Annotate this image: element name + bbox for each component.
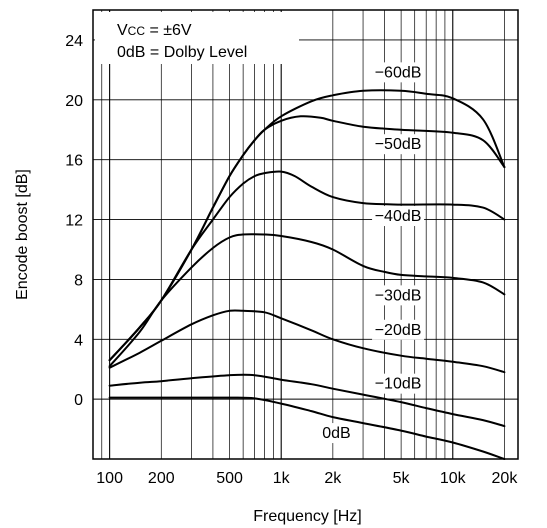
series-label: −40dB: [375, 208, 422, 225]
series-label: 0dB: [322, 425, 350, 442]
series-label: −30dB: [375, 287, 422, 304]
annotation-line-1: VCC = ±6V: [117, 22, 192, 39]
series-label-bg: [372, 134, 425, 155]
y-tick-label: 12: [65, 213, 83, 230]
x-tick-label: 500: [216, 470, 243, 487]
annotation-vcc-value: = ±6V: [145, 22, 192, 39]
series-label-bg: [372, 373, 425, 394]
y-tick-label: 24: [65, 33, 83, 50]
series-label: −20dB: [375, 322, 422, 339]
x-tick-label: 2k: [324, 470, 342, 487]
y-tick-label: 20: [65, 93, 83, 110]
y-tick-label: 0: [74, 392, 83, 409]
series-label: −50dB: [375, 136, 422, 153]
y-tick-label: 4: [74, 332, 83, 349]
plot-frame: [92, 9, 519, 460]
y-axis-title: Encode boost [dB]: [14, 169, 31, 300]
series-labels: −60dB −50dB −40dB −30dB −20dB −10dB 0dB: [319, 62, 425, 444]
grid: [92, 10, 518, 459]
x-tick-label: 200: [148, 470, 175, 487]
series-label: −10dB: [375, 376, 422, 393]
y-tick-label: 8: [74, 272, 83, 289]
series-label-bg: [319, 423, 354, 444]
annotation-line-2: 0dB = Dolby Level: [117, 44, 247, 61]
series-lines: [108, 89, 506, 460]
x-axis-title: Frequency [Hz]: [253, 508, 361, 525]
series-label-bg: [372, 285, 425, 306]
y-tick-label: 16: [65, 153, 83, 170]
x-tick-label: 10k: [440, 470, 467, 487]
series-label-bg: [372, 319, 425, 340]
series-line: [108, 309, 506, 374]
series-label-bg: [372, 62, 425, 83]
x-tick-label: 20k: [492, 470, 519, 487]
annotation: VCC = ±6V 0dB = Dolby Level: [95, 12, 299, 64]
x-tick-label: 1k: [273, 470, 291, 487]
series-line: [108, 170, 506, 362]
series-label-bg: [372, 206, 425, 227]
series-line: [108, 233, 506, 368]
annotation-vcc-main: V: [117, 22, 128, 39]
annotation-vcc-sub: CC: [128, 24, 146, 38]
series-line: [108, 373, 506, 428]
series-label: −60dB: [375, 64, 422, 81]
annotation-bg: [95, 12, 299, 64]
series-line: [108, 396, 506, 460]
x-tick-label: 100: [96, 470, 123, 487]
tick-labels: 100 200 500 1k 2k 5k 10k 20k 0 4 8 12 16 20 24: [65, 33, 518, 487]
x-tick-label: 5k: [393, 470, 411, 487]
